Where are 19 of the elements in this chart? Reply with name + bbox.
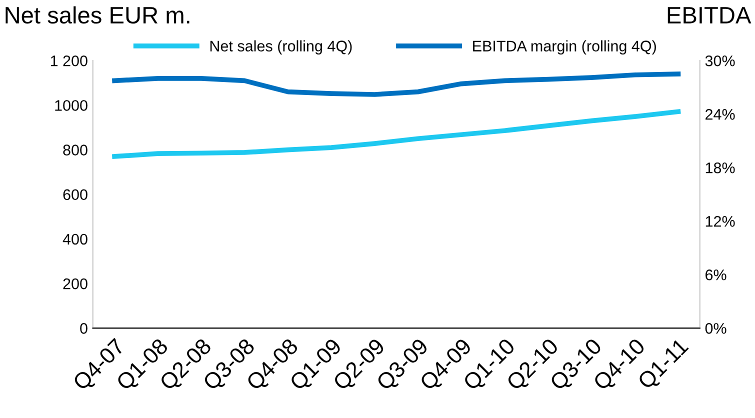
- legend-label: EBITDA margin (rolling 4Q): [473, 40, 656, 54]
- y2-axis-title: EBITDA: [668, 7, 752, 24]
- y2-tick-label: 0%: [705, 323, 726, 334]
- y-tick-label: 800: [63, 144, 88, 156]
- legend-label: Net sales (rolling 4Q): [210, 40, 352, 54]
- y-tick-label: 1000: [55, 100, 88, 111]
- y-tick-label: 600: [63, 189, 88, 200]
- y2-tick-label: 12%: [706, 216, 735, 227]
- y-tick-label: 200: [63, 278, 88, 290]
- line-series: [112, 109, 681, 159]
- y2-tick-label: 30%: [705, 55, 735, 66]
- y-axis-title: Net sales EUR m.: [6, 6, 190, 24]
- line-series: [112, 72, 681, 97]
- y2-tick-label: 24%: [706, 108, 735, 120]
- y2-tick-label: 18%: [706, 162, 735, 174]
- y-tick-label: 400: [62, 234, 88, 245]
- y-tick-label: 0: [80, 323, 88, 334]
- y-tick-label: 1 200: [50, 55, 88, 66]
- y2-tick-label: 6%: [706, 269, 726, 280]
